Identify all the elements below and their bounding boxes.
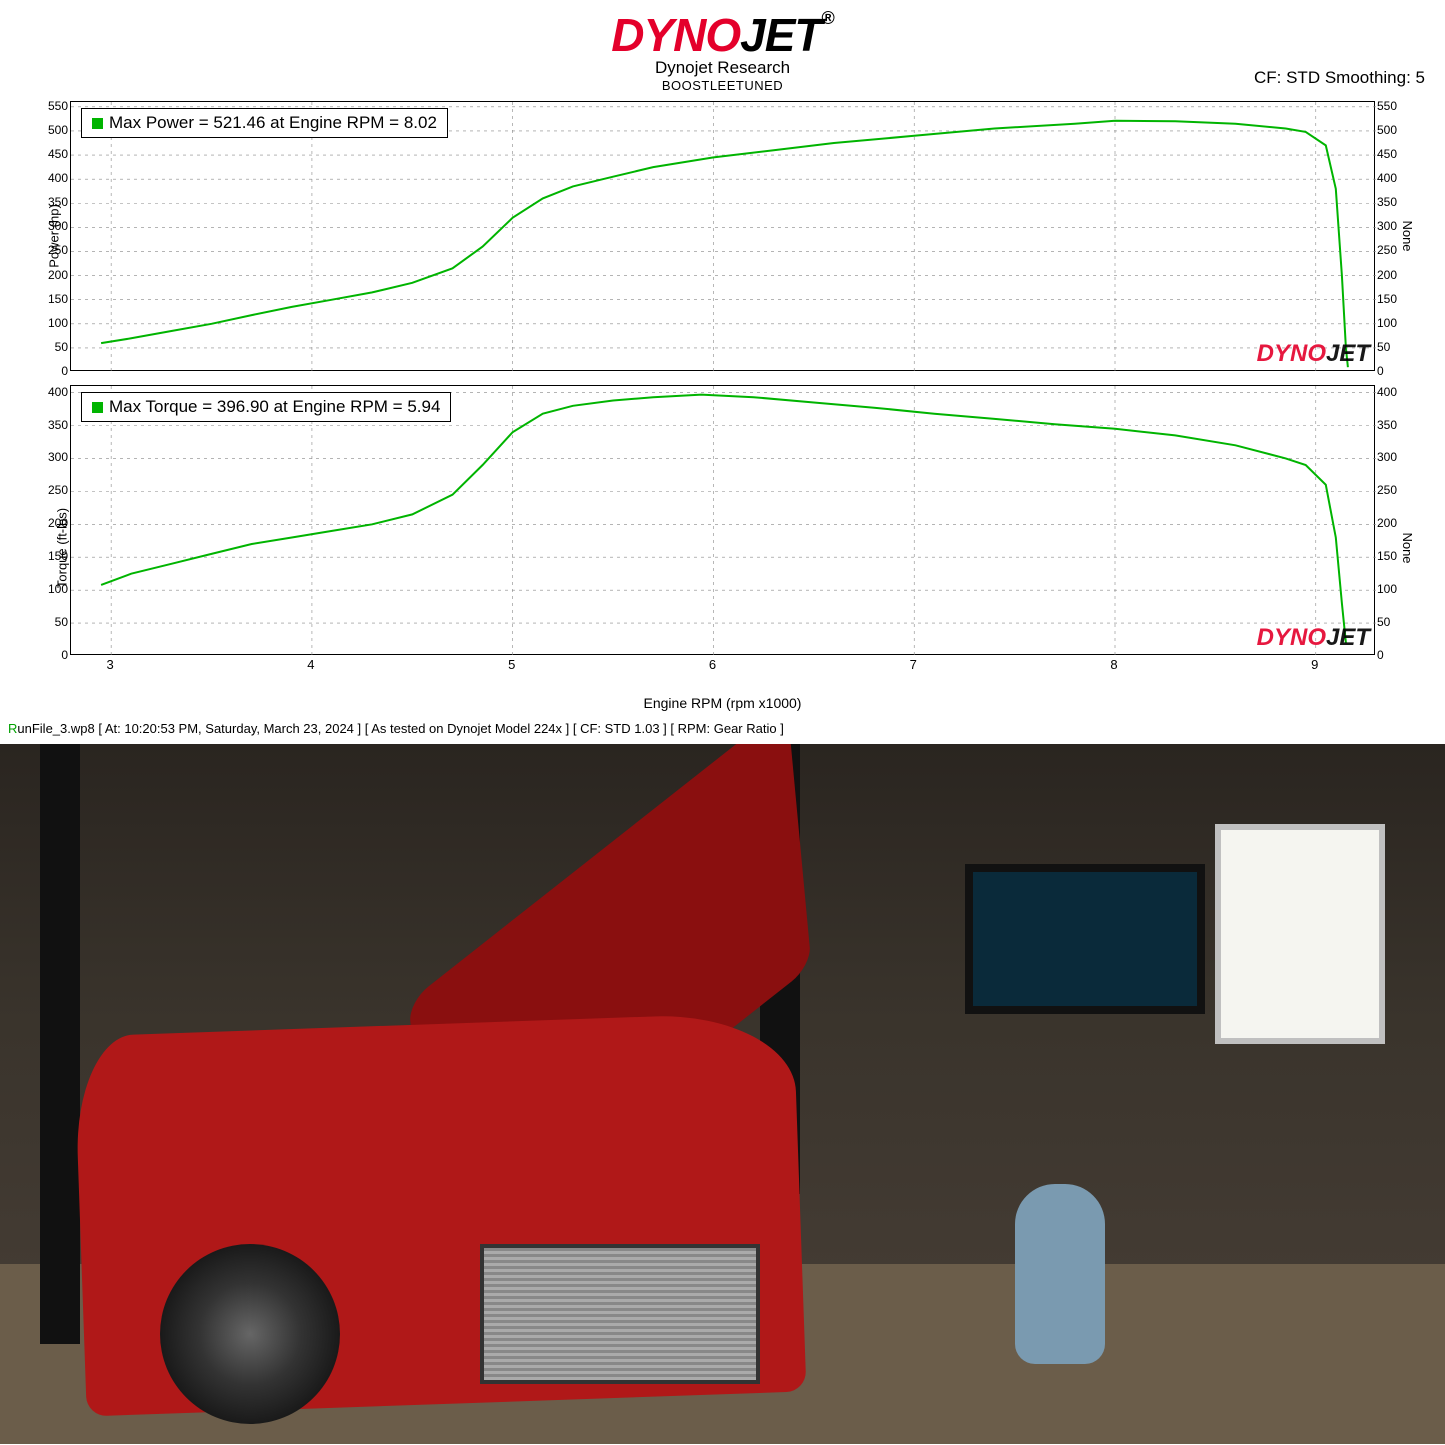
ytick-left: 250 <box>28 243 68 257</box>
x-axis-label: Engine RPM (rpm x1000) <box>20 695 1425 711</box>
power-legend-marker <box>92 118 103 129</box>
ytick-right: 0 <box>1377 364 1417 378</box>
ytick-left: 50 <box>28 615 68 629</box>
ytick-left: 400 <box>28 171 68 185</box>
ytick-right: 400 <box>1377 171 1417 185</box>
ytick-left: 200 <box>28 516 68 530</box>
photo-compressor <box>1015 1184 1105 1364</box>
dyno-photo <box>0 744 1445 1444</box>
logo-black: JET <box>740 9 821 61</box>
torque-legend-text: Max Torque = 396.90 at Engine RPM = 5.94 <box>109 397 440 417</box>
ytick-left: 300 <box>28 219 68 233</box>
xtick: 8 <box>1110 657 1117 672</box>
photo-wheel-front <box>160 1244 340 1424</box>
ytick-right: 150 <box>1377 549 1417 563</box>
torque-chart-svg <box>71 386 1376 656</box>
power-chart-box: Max Power = 521.46 at Engine RPM = 8.02 … <box>70 101 1375 371</box>
x-ticks: 3 4 5 6 7 8 9 <box>70 655 1375 673</box>
ytick-right: 200 <box>1377 516 1417 530</box>
power-chart-area: Power (hp) None Max Power = 521.46 at En… <box>20 101 1425 371</box>
header: DYNOJET® Dynojet Research BOOSTLEETUNED <box>0 0 1445 95</box>
xtick: 5 <box>508 657 515 672</box>
ytick-right: 150 <box>1377 292 1417 306</box>
torque-chart-box: Max Torque = 396.90 at Engine RPM = 5.94… <box>70 385 1375 655</box>
ytick-left: 400 <box>28 385 68 399</box>
ytick-left: 550 <box>28 99 68 113</box>
xtick: 6 <box>709 657 716 672</box>
ytick-left: 100 <box>28 582 68 596</box>
ytick-right: 550 <box>1377 99 1417 113</box>
ytick-right: 300 <box>1377 219 1417 233</box>
ytick-left: 150 <box>28 549 68 563</box>
ytick-left: 50 <box>28 340 68 354</box>
ytick-right: 400 <box>1377 385 1417 399</box>
ytick-left: 350 <box>28 418 68 432</box>
ytick-right: 250 <box>1377 483 1417 497</box>
ytick-left: 300 <box>28 450 68 464</box>
ytick-left: 450 <box>28 147 68 161</box>
torque-legend: Max Torque = 396.90 at Engine RPM = 5.94 <box>81 392 451 422</box>
power-chart-svg <box>71 102 1376 372</box>
cf-smoothing-text: CF: STD Smoothing: 5 <box>1254 68 1425 88</box>
subtitle-company: Dynojet Research <box>0 58 1445 78</box>
power-legend-text: Max Power = 521.46 at Engine RPM = 8.02 <box>109 113 437 133</box>
ytick-right: 250 <box>1377 243 1417 257</box>
ytick-right: 500 <box>1377 123 1417 137</box>
ytick-left: 200 <box>28 268 68 282</box>
ytick-left: 0 <box>28 648 68 662</box>
ytick-right: 350 <box>1377 195 1417 209</box>
footer-text-content: unFile_3.wp8 [ At: 10:20:53 PM, Saturday… <box>17 721 783 736</box>
footer-marker: R <box>8 721 17 736</box>
ytick-right: 0 <box>1377 648 1417 662</box>
ytick-right: 350 <box>1377 418 1417 432</box>
photo-intercooler <box>480 1244 760 1384</box>
ytick-right: 450 <box>1377 147 1417 161</box>
photo-lift-post-left <box>40 744 80 1344</box>
xtick: 7 <box>910 657 917 672</box>
ytick-left: 150 <box>28 292 68 306</box>
xtick: 4 <box>307 657 314 672</box>
logo-reg: ® <box>822 8 834 28</box>
power-ylabel-left: Power (hp) <box>46 204 61 268</box>
power-legend: Max Power = 521.46 at Engine RPM = 8.02 <box>81 108 448 138</box>
ytick-right: 200 <box>1377 268 1417 282</box>
ytick-right: 50 <box>1377 615 1417 629</box>
logo-red: DYNO <box>611 9 740 61</box>
power-watermark: DYNOJET <box>1257 340 1370 368</box>
torque-legend-marker <box>92 402 103 413</box>
ytick-right: 50 <box>1377 340 1417 354</box>
dynojet-logo: DYNOJET® <box>0 8 1445 62</box>
xtick: 3 <box>107 657 114 672</box>
ytick-right: 300 <box>1377 450 1417 464</box>
ytick-left: 0 <box>28 364 68 378</box>
ytick-left: 250 <box>28 483 68 497</box>
photo-whiteboard <box>1215 824 1385 1044</box>
ytick-left: 500 <box>28 123 68 137</box>
photo-monitor <box>965 864 1205 1014</box>
xtick: 9 <box>1311 657 1318 672</box>
ytick-right: 100 <box>1377 582 1417 596</box>
ytick-left: 350 <box>28 195 68 209</box>
ytick-left: 100 <box>28 316 68 330</box>
ytick-right: 100 <box>1377 316 1417 330</box>
subtitle-shop: BOOSTLEETUNED <box>0 78 1445 93</box>
torque-chart-area: Torque (ft-lbs) None Max Torque = 396.90… <box>20 385 1425 711</box>
torque-watermark: DYNOJET <box>1257 624 1370 652</box>
runfile-footer: RunFile_3.wp8 [ At: 10:20:53 PM, Saturda… <box>8 721 1437 736</box>
